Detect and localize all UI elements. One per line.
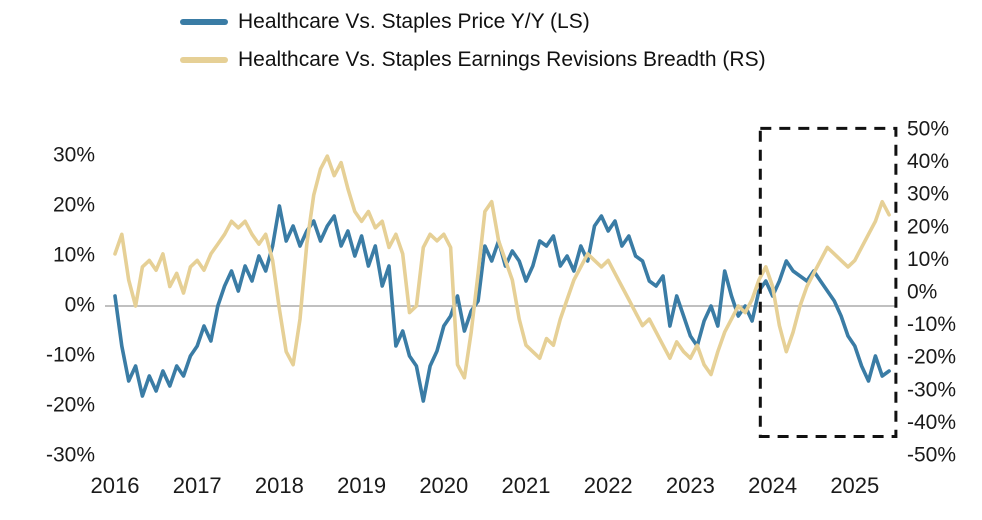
- legend-item-price: Healthcare Vs. Staples Price Y/Y (LS): [180, 10, 766, 34]
- right-axis-tick-label: -40%: [907, 411, 956, 434]
- right-axis-tick-label: 30%: [907, 183, 949, 206]
- legend-item-breadth: Healthcare Vs. Staples Earnings Revision…: [180, 48, 766, 72]
- right-axis-tick-label: -10%: [907, 313, 956, 336]
- x-axis-tick-label: 2018: [255, 473, 304, 498]
- left-axis-tick-label: 0%: [65, 294, 95, 317]
- x-axis-tick-label: 2020: [419, 473, 468, 498]
- left-axis-tick-label: 20%: [53, 194, 95, 217]
- x-axis-tick-label: 2023: [666, 473, 715, 498]
- right-axis-tick-label: 50%: [907, 118, 949, 141]
- breadth-line-swatch: [180, 57, 228, 63]
- right-axis-tick-label: -50%: [907, 444, 956, 467]
- x-axis-tick-label: 2024: [748, 473, 797, 498]
- price-line-swatch: [180, 19, 228, 25]
- right-axis-tick-label: -20%: [907, 346, 956, 369]
- x-axis-tick-label: 2019: [337, 473, 386, 498]
- left-axis-tick-label: -20%: [46, 394, 95, 417]
- right-axis-tick-label: 20%: [907, 215, 949, 238]
- chart-legend: Healthcare Vs. Staples Price Y/Y (LS) He…: [180, 10, 766, 72]
- right-axis-tick-label: 0%: [907, 281, 937, 304]
- left-axis-tick-label: 30%: [53, 144, 95, 167]
- price-line-label: Healthcare Vs. Staples Price Y/Y (LS): [238, 10, 590, 33]
- right-axis-tick-label: -30%: [907, 378, 956, 401]
- left-axis-tick-label: 10%: [53, 244, 95, 267]
- breadth-line-label: Healthcare Vs. Staples Earnings Revision…: [238, 48, 766, 71]
- left-axis-tick-label: -10%: [46, 344, 95, 367]
- x-axis-tick-label: 2025: [830, 473, 879, 498]
- x-axis-tick-label: 2017: [173, 473, 222, 498]
- x-axis-tick-label: 2016: [91, 473, 140, 498]
- x-axis-tick-label: 2022: [584, 473, 633, 498]
- breadth-line: [113, 154, 891, 380]
- right-axis-tick-label: 40%: [907, 150, 949, 173]
- price-line: [113, 204, 891, 403]
- highlight-box: [758, 126, 898, 438]
- x-axis-tick-label: 2021: [502, 473, 551, 498]
- right-axis-tick-label: 10%: [907, 248, 949, 271]
- left-axis-tick-label: -30%: [46, 444, 95, 467]
